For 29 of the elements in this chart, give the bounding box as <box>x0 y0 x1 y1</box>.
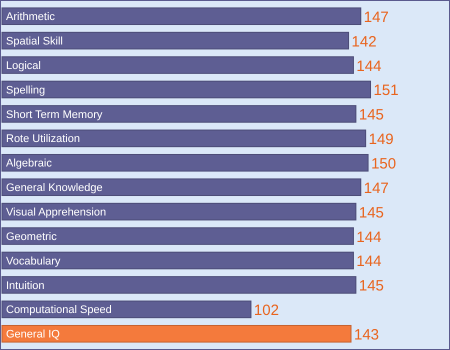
y-tick-label: Computational Speed <box>6 304 112 316</box>
data-label: 150 <box>371 155 396 172</box>
data-label: 145 <box>358 106 384 124</box>
y-tick-label: Vocabulary <box>6 255 61 268</box>
data-label: 145 <box>358 204 384 222</box>
data-label: 142 <box>352 33 377 50</box>
data-label: 145 <box>358 278 384 295</box>
y-tick-label: Geometric <box>6 230 58 243</box>
data-label: 147 <box>364 8 389 26</box>
data-label: 102 <box>254 302 279 320</box>
data-label: 149 <box>368 131 394 148</box>
y-tick-label: Short Term Memory <box>6 108 103 121</box>
y-tick-label: Spatial Skill <box>6 35 63 48</box>
y-tick-label: General IQ <box>6 328 60 341</box>
data-label: 143 <box>354 326 380 344</box>
data-label: 151 <box>374 82 399 100</box>
y-tick-label: Arithmetic <box>6 11 56 24</box>
y-tick-label: General Knowledge <box>6 182 103 194</box>
y-tick-label: Rote Utilization <box>6 133 80 146</box>
data-label: 144 <box>356 58 382 75</box>
y-tick-label: Algebraic <box>6 158 52 170</box>
y-tick-label: Spelling <box>6 84 46 96</box>
data-label: 144 <box>356 253 382 270</box>
y-tick-label: Intuition <box>6 280 45 292</box>
bar <box>2 324 352 343</box>
data-label: 144 <box>356 228 382 246</box>
data-label: 147 <box>364 180 389 197</box>
y-tick-label: Visual Apprehension <box>6 206 106 218</box>
y-tick-label: Logical <box>6 60 41 72</box>
